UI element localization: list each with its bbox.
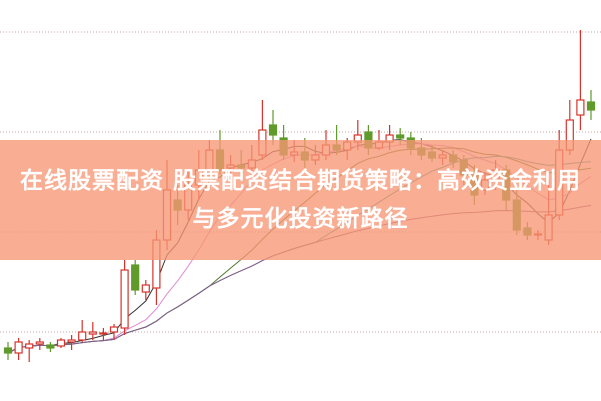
candle-down	[131, 264, 140, 291]
candle-down	[46, 344, 55, 349]
candle-down	[268, 124, 278, 136]
candle-up	[78, 331, 87, 341]
candle-up	[109, 326, 119, 333]
candle-up	[14, 341, 23, 354]
candle-up	[120, 269, 129, 329]
candle-up	[99, 332, 108, 335]
candle-up	[141, 284, 150, 293]
candle-up	[35, 341, 44, 345]
candle-up	[56, 339, 66, 347]
candle-down	[3, 347, 13, 354]
candle-up	[88, 331, 97, 335]
candle-up	[67, 339, 76, 343]
article-title: 在线股票配资 股票配资结合期货策略：高效资金利用与多元化投资新路径	[19, 168, 581, 232]
candle-down	[396, 134, 405, 139]
title-banner: 在线股票配资 股票配资结合期货策略：高效资金利用与多元化投资新路径	[0, 140, 601, 260]
candle-down	[586, 101, 596, 111]
candle-up	[576, 99, 585, 116]
candle-up	[25, 343, 34, 349]
